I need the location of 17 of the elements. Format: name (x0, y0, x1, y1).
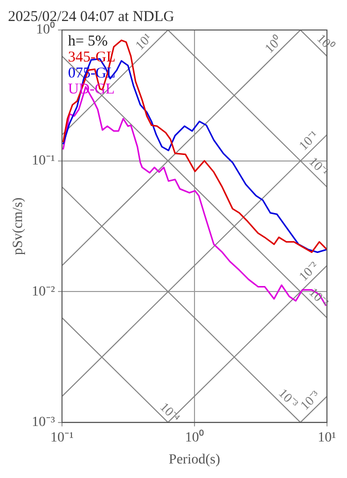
annotation: 10⁰ (262, 32, 285, 56)
x-tick-label: 10¹ (318, 430, 336, 446)
y-tick-label: 10⁻³ (32, 415, 55, 430)
annotation: 10⁻¹ (296, 128, 322, 153)
annotation: 10⁻⁴ (157, 399, 184, 426)
x-axis-title: Period(s) (168, 452, 220, 468)
x-tick-label: 10⁰ (184, 429, 204, 446)
annotation: 10⁻² (296, 258, 322, 284)
y-tick-label: 10⁻² (32, 284, 55, 300)
annotation: 10⁻² (306, 284, 332, 310)
annotation: h= 5% (68, 33, 108, 50)
annotation: 10⁻¹ (306, 154, 332, 180)
y-tick-label: 10⁻¹ (32, 153, 55, 168)
y-axis-title: pSv(cm/s) (11, 197, 26, 255)
x-tick-label: 10⁻¹ (50, 430, 74, 446)
annotation: 10⁰ (314, 30, 338, 54)
annotation: 10¹ (132, 30, 155, 53)
